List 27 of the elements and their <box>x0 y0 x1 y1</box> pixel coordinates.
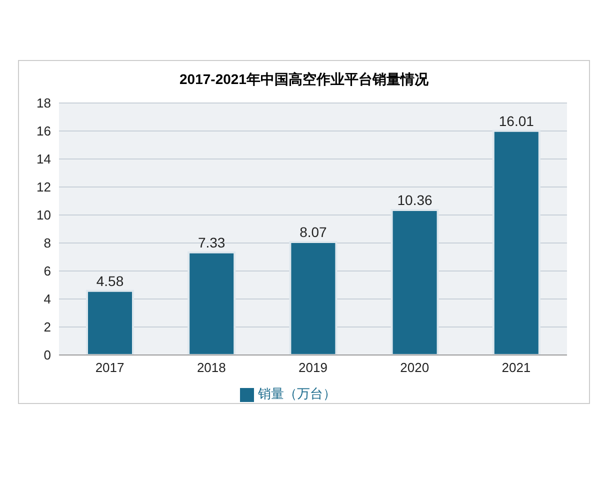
y-tick-label: 18 <box>36 96 51 111</box>
y-tick-label: 14 <box>36 152 51 167</box>
data-label: 8.07 <box>300 224 328 240</box>
y-tick-label: 12 <box>36 180 51 195</box>
data-label: 4.58 <box>96 272 124 289</box>
y-tick-label: 16 <box>36 124 51 139</box>
x-tick-label: 2018 <box>196 360 226 376</box>
y-tick-label: 6 <box>44 264 51 279</box>
y-tick-label: 2 <box>44 320 51 335</box>
bar <box>188 251 236 355</box>
bar <box>492 130 540 355</box>
y-tick-label: 10 <box>36 208 51 223</box>
data-label: 10.36 <box>397 192 433 208</box>
bar <box>86 290 134 355</box>
x-tick-label: 2021 <box>502 360 531 376</box>
bar <box>289 241 338 355</box>
y-tick-label: 4 <box>44 292 51 307</box>
legend-label: 销量（万台） <box>258 386 336 401</box>
x-tick-label: 2019 <box>298 360 328 376</box>
data-label: 16.01 <box>498 112 534 129</box>
bar <box>390 208 439 355</box>
chart-title: 2017-2021年中国高空作业平台销量情况 <box>178 70 430 89</box>
data-label: 7.33 <box>198 234 226 250</box>
y-tick-label: 8 <box>44 236 51 251</box>
y-tick-label: 0 <box>44 348 51 363</box>
x-tick-label: 2020 <box>400 360 430 376</box>
x-tick-label: 2017 <box>95 360 124 376</box>
